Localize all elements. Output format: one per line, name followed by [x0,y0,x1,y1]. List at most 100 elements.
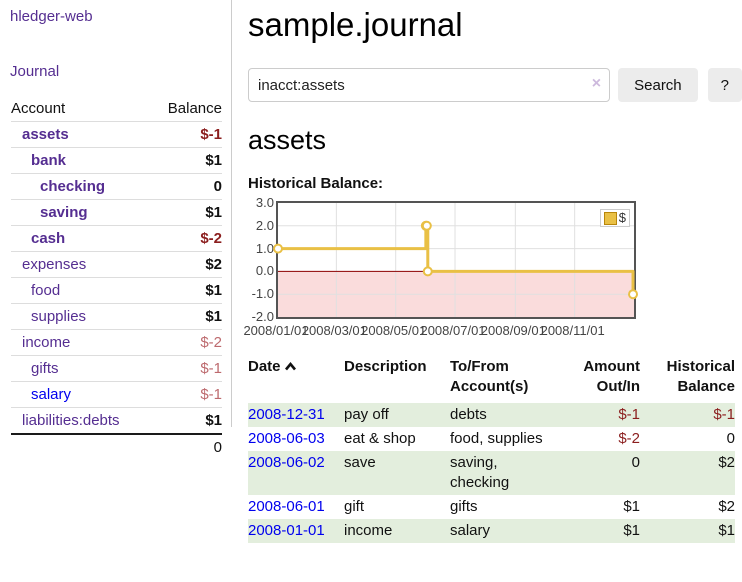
chart-title: Historical Balance: [248,175,384,192]
account-link[interactable]: income [22,334,71,351]
account-link[interactable]: cash [31,230,66,247]
account-balance: $-1 [200,126,222,143]
account-row: gifts $-1 [11,355,222,382]
transaction-description: gift [344,498,365,515]
account-balance: $1 [205,308,222,325]
transaction-amount: $1 [623,522,640,539]
transaction-accounts: gifts [450,498,478,515]
account-link[interactable]: expenses [22,256,87,273]
transaction-balance: $1 [718,522,735,539]
search-form: × Search ? [248,68,742,102]
chart-plot-area: $ [273,201,639,319]
accounts-total-row: 0 [11,434,222,460]
account-row: income $-2 [11,329,222,356]
transaction-description: save [344,454,376,471]
app-title-link[interactable]: hledger-web [10,8,93,25]
column-header-description: Description [344,358,427,375]
account-row: food $1 [11,277,222,304]
transaction-date-link[interactable]: 2008-06-02 [248,454,325,471]
account-link[interactable]: food [31,282,61,299]
transaction-row: 2008-06-01 gift gifts $1 $2 [248,495,735,519]
transaction-date-link[interactable]: 2008-01-01 [248,522,325,539]
account-link[interactable]: checking [40,178,106,195]
transaction-accounts: food, supplies [450,430,543,447]
account-balance: $2 [205,256,222,273]
transaction-date-link[interactable]: 2008-06-03 [248,430,325,447]
account-row: liabilities:debts $1 [11,407,222,435]
chart-x-axis-labels: 2008/01/01 2008/03/01 2008/05/01 2008/07/01… [243,323,636,339]
clear-search-icon[interactable]: × [591,75,602,92]
y-tick-label: 1.0 [255,240,274,256]
account-row: assets $-1 [11,121,222,148]
account-balance: $1 [205,152,222,169]
account-link[interactable]: assets [22,126,69,143]
y-tick-label: -1.0 [251,286,274,302]
account-row: bank $1 [11,147,222,174]
transaction-amount: $-1 [618,406,640,423]
accounts-header-account: Account [11,100,66,117]
y-tick-label: 3.0 [255,195,274,210]
account-row: salary $-1 [11,381,222,408]
transaction-row: 2008-06-03 eat & shop food, supplies $-2… [248,427,735,451]
account-link[interactable]: saving [40,204,88,221]
account-link[interactable]: gifts [31,360,59,377]
transaction-description: pay off [344,406,389,423]
transaction-balance: $2 [718,498,735,515]
account-balance: $-1 [200,360,222,377]
account-balance: $-1 [200,386,222,403]
column-header-accounts: To/From Account(s) [450,358,529,395]
main-content: sample.journal × Search ? assets Histori… [243,0,742,543]
account-balance: $1 [205,412,222,429]
transaction-accounts: debts [450,406,487,423]
accounts-table: Account Balance assets $-1 bank $1 check… [11,96,222,460]
legend-series-label: $ [618,210,626,225]
transaction-balance: $-1 [713,406,735,423]
account-row: cash $-2 [11,225,222,252]
transaction-accounts: saving, checking [450,454,510,491]
sidebar-item-journal[interactable]: Journal [10,63,60,80]
account-link[interactable]: supplies [31,308,87,325]
transaction-balance: 0 [726,430,735,447]
column-header-date[interactable]: Date [248,357,344,403]
account-link[interactable]: liabilities:debts [22,412,120,429]
x-tick-label: 2008/11/01 [540,323,605,338]
help-button[interactable]: ? [707,68,742,102]
transactions-header-row: Date Description To/From Account(s) Amou… [248,357,735,403]
transaction-row: 2008-01-01 income salary $1 $1 [248,519,735,543]
search-input[interactable] [248,68,611,102]
account-row: checking 0 [11,173,222,200]
transaction-date-link[interactable]: 2008-06-01 [248,498,325,515]
account-balance: $1 [205,282,222,299]
transaction-balance: $2 [718,454,735,471]
transactions-table: Date Description To/From Account(s) Amou… [248,357,735,543]
transaction-amount: 0 [631,454,640,471]
date-header-label: Date [248,358,281,375]
account-row: saving $1 [11,199,222,226]
accounts-header-balance: Balance [167,100,222,117]
x-tick-label: 2008/05/01 [361,323,427,338]
account-link[interactable]: salary [31,386,72,403]
account-row: supplies $1 [11,303,222,330]
search-button[interactable]: Search [618,68,698,102]
historical-balance-chart: 3.0 2.0 1.0 0.0 -1.0 -2.0 $ 2008/01/01 2008/03… [243,196,742,343]
transaction-description: income [344,522,393,539]
sort-ascending-icon [284,357,297,377]
account-balance: $-2 [200,230,222,247]
y-tick-label: 0.0 [255,263,274,279]
y-tick-label: 2.0 [255,217,274,233]
account-row: expenses $2 [11,251,222,278]
transaction-amount: $1 [623,498,640,515]
balance-chart-svg [273,203,639,317]
accounts-total-balance: 0 [213,439,222,456]
page-title: sample.journal [248,6,463,43]
transaction-accounts: salary [450,522,491,539]
chart-legend: $ [599,209,630,227]
column-header-amount: Amount Out/In [583,358,640,395]
account-balance: $-2 [200,334,222,351]
account-balance: $1 [205,204,222,221]
account-link[interactable]: bank [31,152,67,169]
transaction-date-link[interactable]: 2008-12-31 [248,406,325,423]
transaction-amount: $-2 [618,430,640,447]
x-tick-label: 2008/09/01 [480,323,546,338]
transaction-description: eat & shop [344,430,416,447]
